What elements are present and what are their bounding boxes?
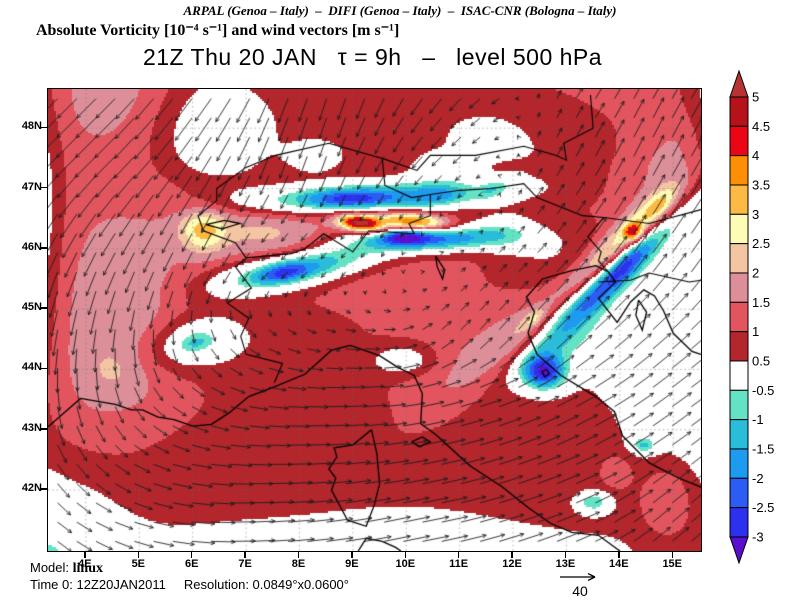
colorbar-tick-label: -1 xyxy=(752,412,764,427)
colorbar-cell xyxy=(729,389,749,421)
x-axis-label: 11E xyxy=(449,558,469,570)
colorbar-tick-label: -2.5 xyxy=(752,500,774,515)
colorbar-cell xyxy=(729,184,749,215)
x-axis-label: 7E xyxy=(238,558,252,570)
y-axis-label: 46N xyxy=(21,240,42,253)
colorbar-cell xyxy=(729,360,749,391)
y-axis-label: 44N xyxy=(21,361,42,374)
x-axis-tick xyxy=(244,552,246,558)
x-axis-tick xyxy=(297,552,300,558)
colorbar-tick-label: 3.5 xyxy=(752,177,770,192)
colorbar-over-arrow xyxy=(729,69,749,98)
y-axis-label: 48N xyxy=(21,120,42,133)
colorbar-cell xyxy=(729,448,749,479)
institutions-line: ARPAL (Genoa – Italy) – DIFI (Genoa – It… xyxy=(183,3,617,18)
y-axis-tick xyxy=(41,367,47,370)
colorbar-cell xyxy=(729,301,749,333)
colorbar-under-arrow xyxy=(729,536,749,565)
x-axis-tick xyxy=(564,552,567,558)
x-axis-label: 9E xyxy=(345,558,359,570)
colorbar-tick-label: 0.5 xyxy=(752,353,770,368)
x-axis-tick xyxy=(404,552,407,558)
colorbar-cell xyxy=(729,213,749,245)
x-axis-tick xyxy=(457,552,460,558)
model-value: linux xyxy=(72,561,103,576)
x-axis-label: 4E xyxy=(78,558,92,570)
colorbar-cell xyxy=(729,243,749,274)
colorbar-cell xyxy=(729,125,749,157)
colorbar-tick-label: 4.5 xyxy=(752,119,770,134)
x-axis-label: 15E xyxy=(662,558,683,570)
colorbar-cell xyxy=(729,477,749,509)
time-resolution-line: Time 0: 12Z20JAN2011 Resolution: 0.0849°… xyxy=(30,577,349,592)
y-axis-label: 42N xyxy=(21,482,42,495)
y-axis-label: 43N xyxy=(21,421,42,434)
colorbar-cell xyxy=(729,96,749,127)
field-title: Absolute Vorticity [10⁻⁴ s⁻¹] and wind v… xyxy=(36,22,400,39)
colorbar-cell xyxy=(729,507,749,538)
x-axis-tick xyxy=(351,552,353,558)
y-axis-tick xyxy=(41,488,47,490)
x-axis-label: 8E xyxy=(291,558,306,570)
y-axis-tick xyxy=(41,186,47,189)
reference-wind-arrow xyxy=(560,573,596,581)
y-axis-tick xyxy=(41,307,47,309)
colorbar-tick-label: 5 xyxy=(752,90,759,105)
colorbar-tick-label: -3 xyxy=(752,529,764,544)
colorbar-tick-label: 4 xyxy=(752,148,759,163)
x-axis-label: 6E xyxy=(184,558,199,570)
y-axis-tick xyxy=(41,247,47,249)
x-axis-tick xyxy=(671,552,674,558)
valid-time-title: 21Z Thu 20 JAN τ = 9h – level 500 hPa xyxy=(142,44,603,70)
x-axis-tick xyxy=(137,552,140,558)
x-axis-tick xyxy=(84,552,86,558)
colorbar-cell xyxy=(729,272,749,303)
model-line: Model: linux xyxy=(30,560,103,577)
reference-wind-label: 40 xyxy=(572,583,588,599)
colorbar: 5 4.5 4 3.5 3 2.5 2 1.5 1 0.5 -0.5 -1 -1.5 -2 -2.5 -3 xyxy=(729,69,774,565)
vorticity-wind-map-canvas xyxy=(48,89,701,551)
colorbar-cell xyxy=(729,331,749,362)
colorbar-tick-label: 2 xyxy=(752,265,759,280)
x-axis-tick xyxy=(511,552,513,558)
colorbar-cell xyxy=(729,419,749,450)
x-axis-label: 5E xyxy=(131,558,146,570)
colorbar-tick-label: -0.5 xyxy=(752,383,774,398)
x-axis-label: 13E xyxy=(555,558,576,570)
y-axis-tick xyxy=(41,428,47,430)
colorbar-tick-label: 2.5 xyxy=(752,236,770,251)
x-axis-tick xyxy=(618,552,620,558)
x-axis-label: 10E xyxy=(395,558,416,570)
colorbar-cell xyxy=(729,155,749,186)
colorbar-tick-label: 3 xyxy=(752,207,759,222)
map-frame xyxy=(47,88,702,552)
model-label: Model: xyxy=(30,560,73,575)
colorbar-tick-label: 1.5 xyxy=(752,295,770,310)
colorbar-tick-label: 1 xyxy=(752,324,759,339)
y-axis-label: 47N xyxy=(21,180,42,193)
x-axis-label: 14E xyxy=(609,558,629,570)
y-axis-label: 45N xyxy=(21,301,42,314)
colorbar-tick-label: -1.5 xyxy=(752,441,774,456)
x-axis-label: 12E xyxy=(502,558,522,570)
x-axis-tick xyxy=(190,552,193,558)
y-axis-tick xyxy=(41,126,47,128)
colorbar-tick-label: -2 xyxy=(752,471,764,486)
